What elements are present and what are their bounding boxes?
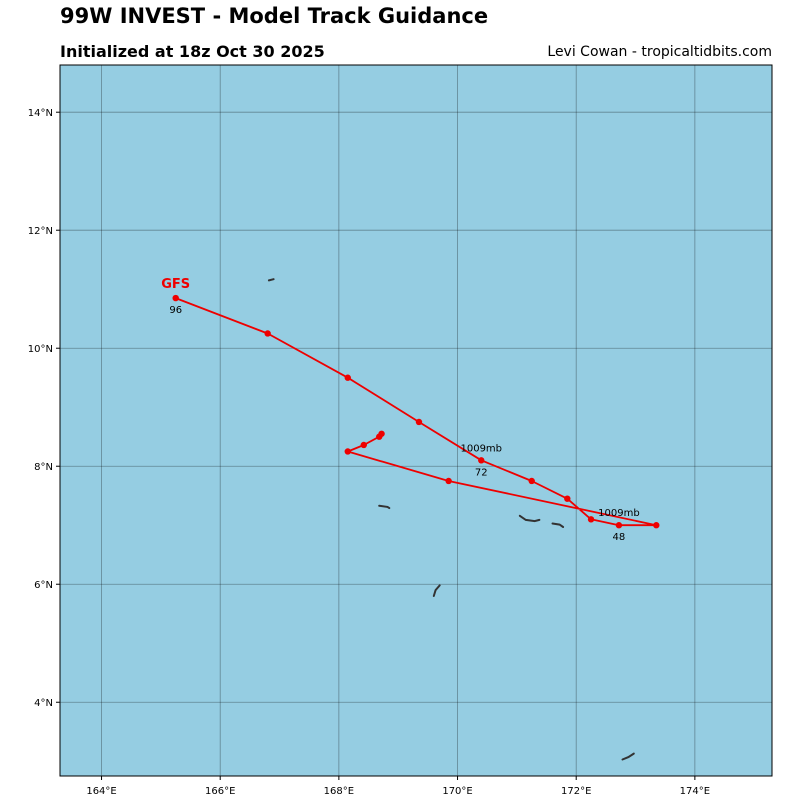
chart-title: 99W INVEST - Model Track Guidance <box>60 4 489 28</box>
axes: 164°E 166°E 168°E 170°E 172°E 174°E 4°N 6°N 8°N 1… <box>28 108 710 797</box>
forecast-hour-label: 96 <box>169 305 182 316</box>
lon-tick-label: 168°E <box>324 786 354 797</box>
track-point <box>360 441 367 449</box>
credit-text: Levi Cowan - tropicaltidbits.com <box>547 44 772 60</box>
lat-tick-label: 6°N <box>34 580 53 591</box>
island-outline <box>378 504 391 510</box>
island-outline <box>621 752 635 761</box>
lat-tick-label: 4°N <box>34 698 53 709</box>
lat-tick-label: 14°N <box>28 108 53 119</box>
pressure-label: 1009mb <box>598 508 640 519</box>
lon-tick-label: 164°E <box>86 786 116 797</box>
gridlines <box>60 65 772 776</box>
lon-tick-label: 172°E <box>561 786 591 797</box>
island-outline <box>518 514 541 523</box>
island-outline <box>432 584 441 597</box>
track-point <box>653 522 660 529</box>
island-outline <box>267 278 275 282</box>
track-point <box>264 330 271 337</box>
track-point <box>478 457 485 464</box>
lat-tick-label: 12°N <box>28 226 53 237</box>
forecast-hour-label: 48 <box>613 532 626 543</box>
lon-tick-label: 174°E <box>680 786 710 797</box>
track-point <box>528 477 535 485</box>
track-point <box>344 374 351 381</box>
map-frame <box>59 64 773 777</box>
track-point <box>172 294 179 302</box>
lat-tick-label: 10°N <box>28 344 53 355</box>
model-label: GFS <box>161 277 190 292</box>
forecast-hour-label: 72 <box>475 467 488 478</box>
gfs-track <box>172 294 660 529</box>
track-point <box>615 522 623 529</box>
islands <box>267 278 635 761</box>
track-point <box>445 477 452 485</box>
track-point <box>415 418 423 426</box>
lon-tick-label: 170°E <box>442 786 472 797</box>
lat-tick-label: 8°N <box>34 462 53 473</box>
track-point <box>587 516 595 523</box>
track-point <box>376 433 383 440</box>
island-outline <box>551 522 565 528</box>
track-point <box>344 448 351 455</box>
init-time-subtitle: Initialized at 18z Oct 30 2025 <box>60 42 325 61</box>
track-point <box>564 495 571 502</box>
pressure-label: 1009mb <box>460 443 502 454</box>
lon-tick-label: 166°E <box>205 786 235 797</box>
track-labels: GFS 96 72 48 1009mb 1009mb <box>161 277 639 543</box>
